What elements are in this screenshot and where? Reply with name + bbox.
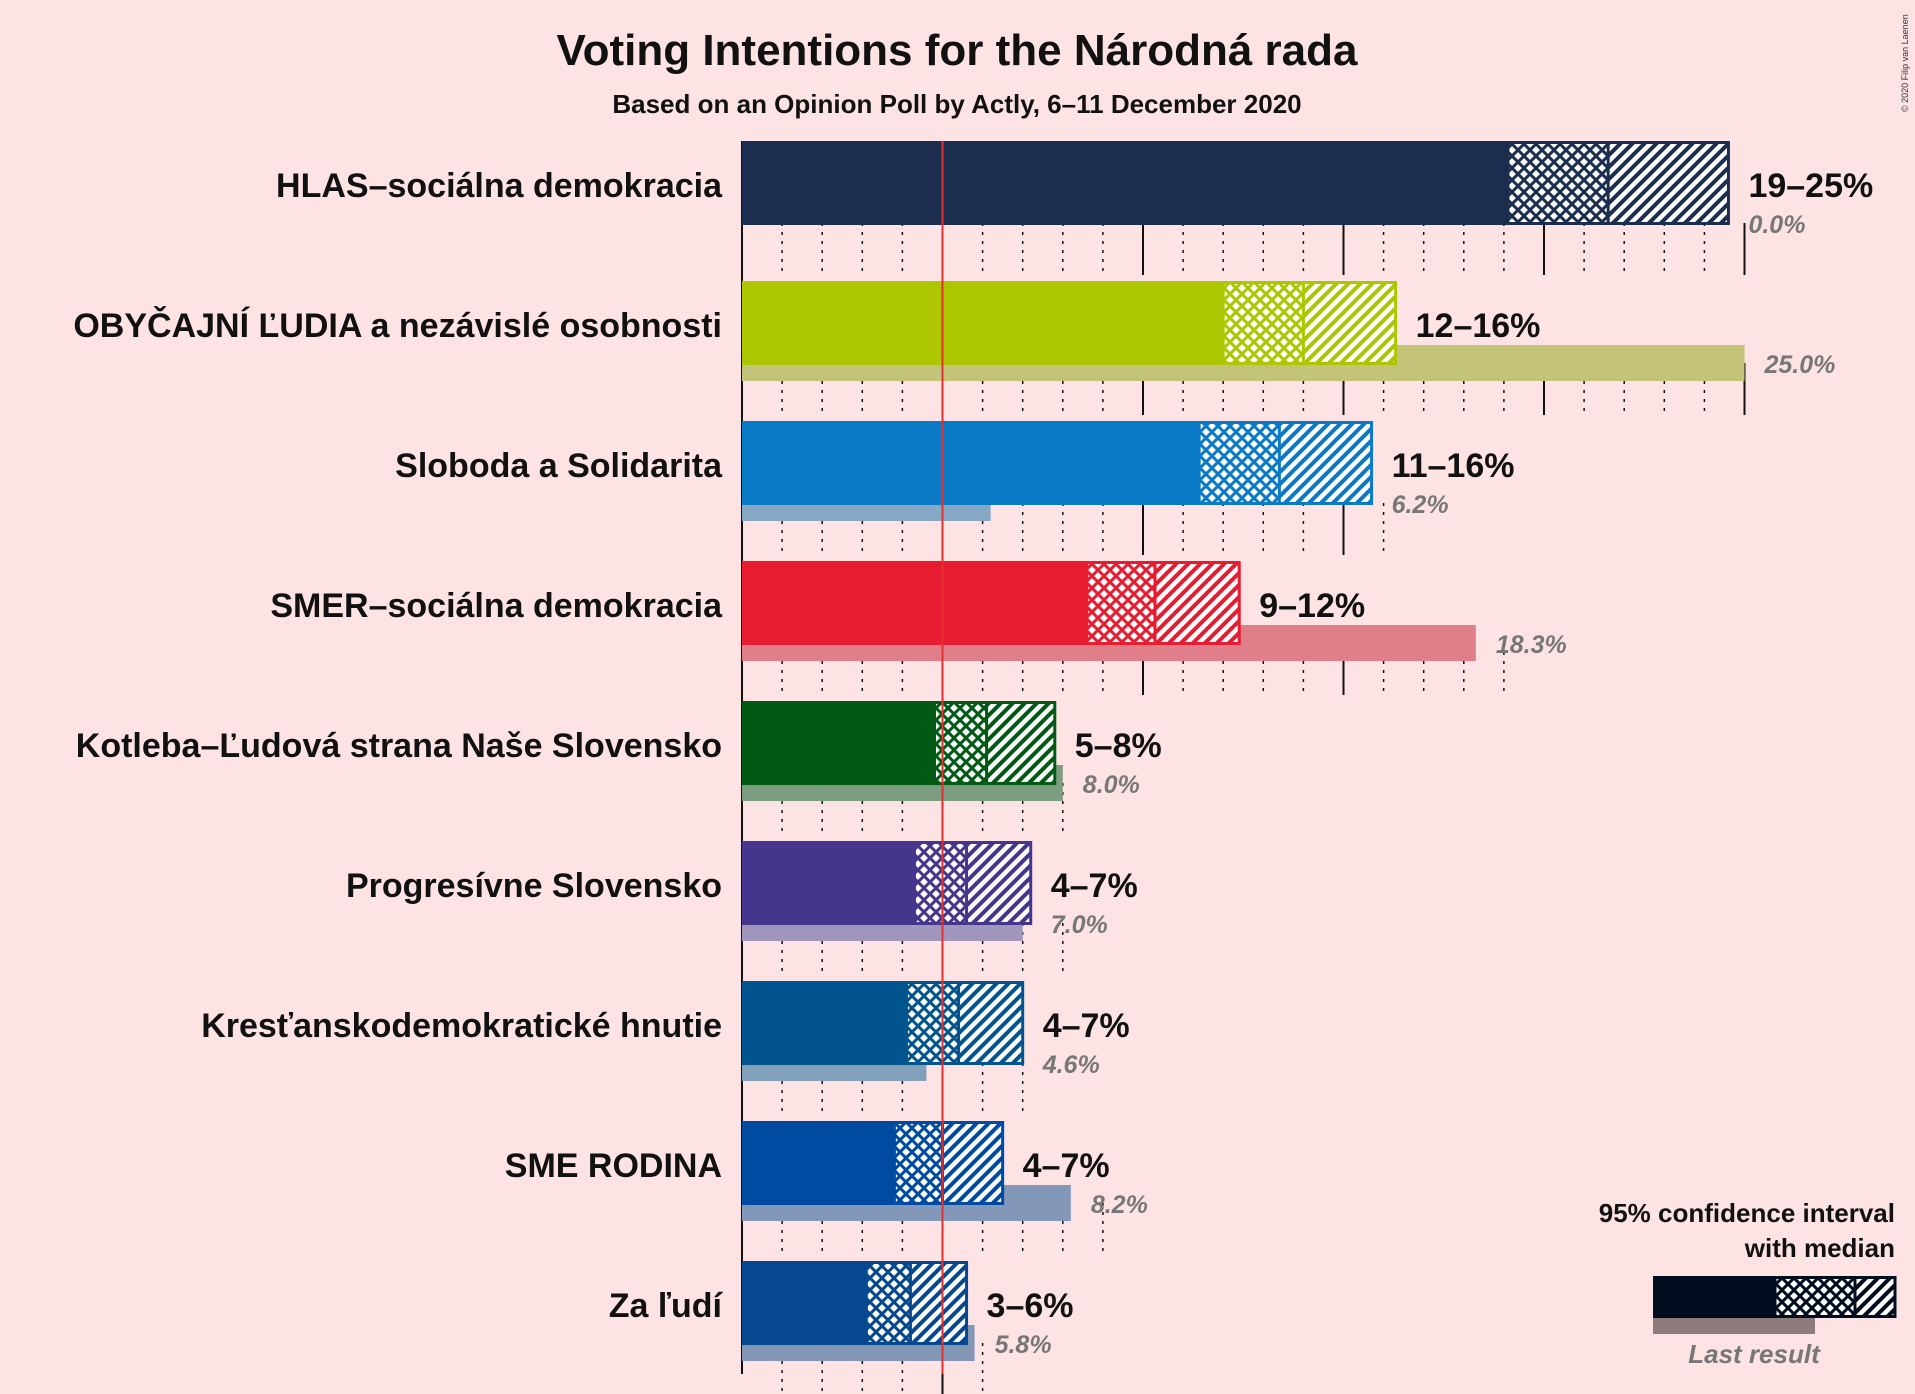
ci-outline (892, 1121, 1005, 1205)
range-label: 3–6% (987, 1287, 1074, 1325)
ci-low-segment (1199, 421, 1280, 505)
party-name: Progresívne Slovensko (346, 867, 722, 905)
legend-estimate-swatch (1653, 1276, 1775, 1318)
legend-ci-low-swatch (1775, 1276, 1855, 1318)
range-label: 4–7% (1043, 1007, 1130, 1045)
ci-high-segment (942, 1121, 1003, 1205)
ci-high-segment (1608, 141, 1729, 225)
party-row: SME RODINA 4–7% 8.2% (505, 1121, 1148, 1221)
estimate-bar (742, 981, 907, 1065)
estimate-bar (742, 701, 935, 785)
legend: 95% confidence interval with median Last… (1599, 1198, 1897, 1369)
ci-outline (912, 841, 1033, 925)
party-name: Sloboda a Solidarita (395, 447, 723, 485)
ci-outline (1506, 141, 1730, 225)
ci-high-segment (1155, 561, 1240, 645)
range-label: 19–25% (1748, 167, 1873, 205)
last-result-label: 5.8% (995, 1331, 1052, 1359)
ci-low-segment (1223, 281, 1304, 365)
chart-subtitle: Based on an Opinion Poll by Actly, 6–11 … (612, 89, 1301, 119)
party-row: Kotleba–Ľudová strana Naše Slovensko 5–8%… (76, 701, 1162, 801)
party-row: SMER–sociálna demokracia 9–12% 18.3% (270, 561, 1567, 661)
ci-low-segment (1086, 561, 1156, 645)
party-name: Kotleba–Ľudová strana Naše Slovensko (76, 727, 722, 765)
party-row: OBYČAJNÍ ĽUDIA a nezávislé osobnosti 12–1… (73, 281, 1835, 381)
ci-outline (1221, 281, 1398, 365)
estimate-bar (742, 841, 915, 925)
party-name: SME RODINA (505, 1147, 722, 1185)
party-name: OBYČAJNÍ ĽUDIA a nezávislé osobnosti (73, 306, 722, 345)
estimate-bar (742, 281, 1224, 365)
party-name: Kresťanskodemokratické hnutie (201, 1007, 722, 1045)
range-label: 9–12% (1259, 587, 1365, 625)
last-result-label: 25.0% (1764, 351, 1836, 379)
ci-outline (904, 981, 1025, 1065)
bars-group: HLAS–sociálna demokracia 19–25% 0.0% OBYČAJ… (73, 141, 1873, 1361)
ci-outline (1197, 421, 1374, 505)
copyright-text: © 2020 Filip van Laenen (1900, 14, 1910, 112)
legend-ci-outline (1773, 1276, 1897, 1318)
party-row: Kresťanskodemokratické hnutie 4–7% 4.6% (201, 981, 1130, 1081)
party-row: Za ľudí 3–6% 5.8% (609, 1261, 1074, 1361)
party-name: Za ľudí (609, 1287, 724, 1325)
ci-high-segment (910, 1261, 967, 1345)
last-result-label: 4.6% (1042, 1051, 1100, 1079)
last-result-label: 6.2% (1392, 491, 1449, 519)
ci-high-segment (986, 701, 1055, 785)
ci-outline (932, 701, 1057, 785)
legend-line2: with median (1744, 1233, 1895, 1263)
estimate-bar (742, 1261, 867, 1345)
party-row: Sloboda a Solidarita 11–16% 6.2% (395, 421, 1514, 521)
party-name: SMER–sociálna demokracia (270, 587, 723, 625)
estimate-bar (742, 1121, 895, 1205)
last-result-label: 8.2% (1091, 1191, 1148, 1219)
ci-outline (864, 1261, 969, 1345)
legend-last-result: Last result (1688, 1339, 1821, 1369)
ci-high-segment (966, 841, 1031, 925)
ci-high-segment (1279, 421, 1372, 505)
ci-high-segment (958, 981, 1023, 1065)
last-result-label: 0.0% (1748, 211, 1805, 239)
estimate-bar (742, 421, 1200, 505)
ci-low-segment (1507, 141, 1609, 225)
range-label: 4–7% (1051, 867, 1138, 905)
party-row: HLAS–sociálna demokracia 19–25% 0.0% (276, 141, 1873, 239)
range-label: 5–8% (1075, 727, 1162, 765)
party-name: HLAS–sociálna demokracia (276, 167, 723, 205)
ci-outline (1085, 561, 1241, 645)
last-result-label: 7.0% (1051, 911, 1108, 939)
chart-title: Voting Intentions for the Národná rada (557, 26, 1359, 75)
range-label: 11–16% (1392, 447, 1515, 485)
legend-marks (1653, 1276, 1897, 1334)
ci-low-segment (906, 981, 959, 1065)
last-result-label: 18.3% (1496, 631, 1567, 659)
range-label: 4–7% (1023, 1147, 1110, 1185)
ci-low-segment (894, 1121, 943, 1205)
last-result-label: 8.0% (1083, 771, 1140, 799)
range-label: 12–16% (1416, 307, 1541, 345)
ci-low-segment (866, 1261, 911, 1345)
ci-low-segment (914, 841, 967, 925)
legend-ci-high-swatch (1855, 1276, 1895, 1318)
estimate-bar (742, 141, 1508, 225)
ci-high-segment (1303, 281, 1396, 365)
estimate-bar (742, 561, 1087, 645)
party-row: Progresívne Slovensko 4–7% 7.0% (346, 841, 1138, 941)
legend-line1: 95% confidence interval (1599, 1198, 1895, 1228)
